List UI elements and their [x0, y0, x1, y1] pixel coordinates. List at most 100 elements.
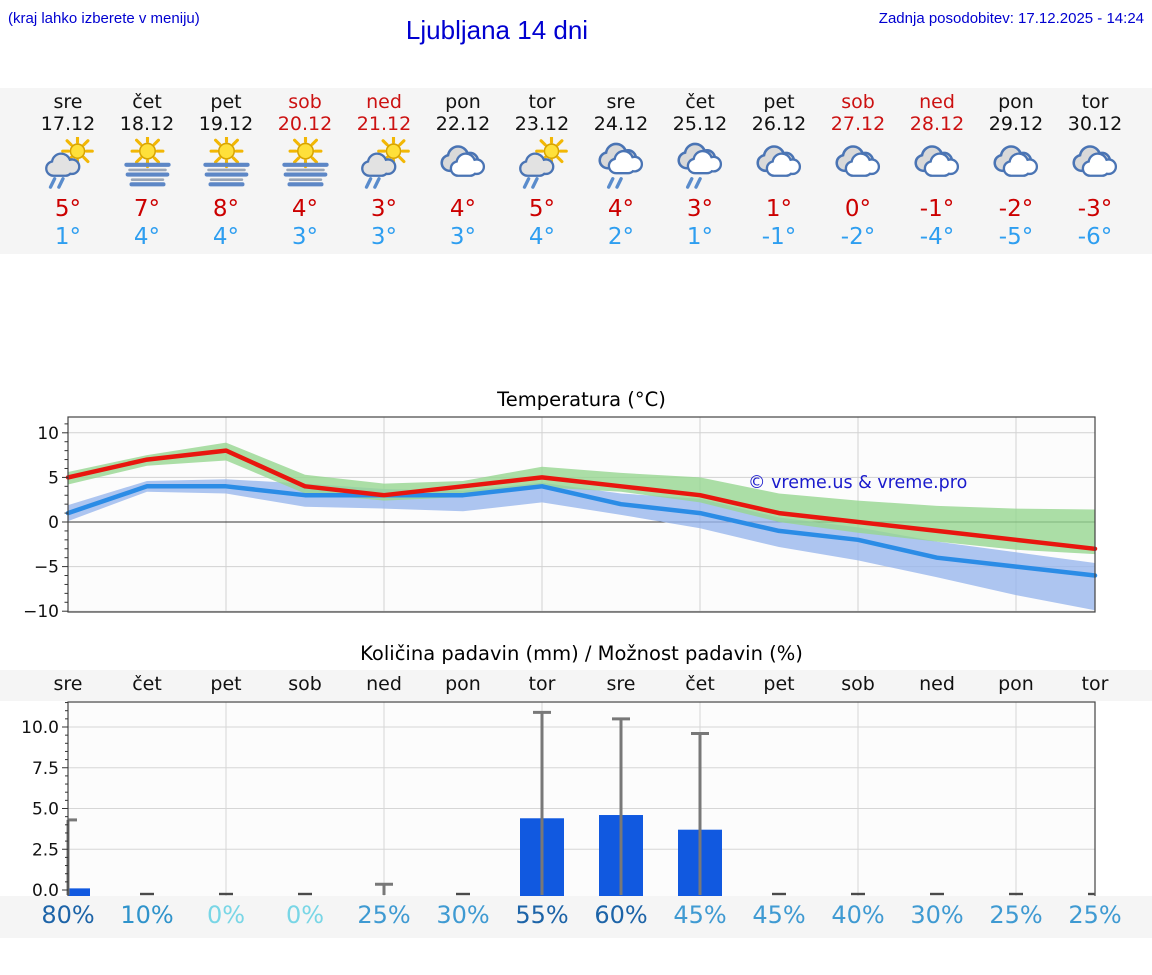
high-temp: 1° [765, 196, 793, 222]
sun [288, 134, 322, 169]
day-date: 20.12 [277, 113, 333, 135]
precip-day-label: pon [998, 673, 1034, 695]
high-temp: 4° [449, 196, 477, 222]
forecast-day: tor 23.12 5° 4° [503, 91, 582, 251]
day-name: čet [685, 91, 715, 113]
cloudy-icon [439, 145, 485, 177]
precipitation-chart: 10.0 7.5 5.0 2.5 0.0 [21, 701, 1096, 900]
high-temp: 5° [54, 196, 82, 222]
low-temp: -5° [998, 224, 1034, 250]
high-temp: 7° [133, 196, 161, 222]
svg-text:10: 10 [37, 424, 59, 444]
precip-day-label: čet [685, 673, 715, 695]
forecast-day: čet 25.12 3° 1° [661, 91, 740, 251]
high-temp: 8° [212, 196, 240, 222]
temperature-chart-title: Temperatura (°C) [497, 388, 666, 411]
forecast-day: ned 28.12 -1° -4° [898, 91, 977, 251]
day-name: ned [366, 91, 402, 113]
precip-day-label: sob [288, 673, 322, 695]
precip-day-label: tor [528, 673, 556, 695]
forecast-day: ned 21.12 3° 3° [345, 91, 424, 251]
day-date: 25.12 [672, 113, 728, 135]
weather-icon-wrap [661, 137, 740, 193]
forecast-day: sob 20.12 4° 3° [266, 91, 345, 251]
precip-probability-label: 55% [515, 901, 569, 929]
precip-day-label: ned [366, 673, 402, 695]
day-date: 30.12 [1067, 113, 1123, 135]
weather-icon-wrap [108, 134, 187, 193]
rain-streaks [364, 177, 381, 189]
svg-text:5: 5 [48, 468, 59, 488]
forecast-day: sre 24.12 4° 2° [582, 91, 661, 251]
precip-probability-label: 60% [594, 901, 648, 929]
day-name: ned [919, 91, 955, 113]
weather-icon-wrap [819, 137, 898, 193]
day-date: 24.12 [593, 113, 649, 135]
low-temp: 4° [133, 224, 161, 250]
precip-day-label: čet [132, 673, 162, 695]
day-date: 27.12 [830, 113, 886, 135]
precip-probability-label: 0% [285, 901, 325, 929]
forecast-day: pet 19.12 8° 4° [187, 91, 266, 251]
precip-probability-label: 25% [989, 901, 1043, 929]
high-temp: 0° [844, 196, 872, 222]
cloudy-icon [992, 145, 1038, 177]
low-temp: -2° [840, 224, 876, 250]
svg-text:7.5: 7.5 [32, 759, 59, 779]
precip-day-label: sob [841, 673, 875, 695]
fog-lines [202, 162, 250, 187]
high-temp: 4° [291, 196, 319, 222]
precip-probability-label: 80% [41, 901, 95, 929]
low-temp: 4° [212, 224, 240, 250]
rain-streaks [685, 177, 702, 189]
low-temp: -4° [919, 224, 955, 250]
max_temp-band [68, 442, 1095, 555]
weather-icon-wrap [29, 134, 108, 193]
sun [209, 134, 243, 169]
svg-text:−10: −10 [23, 602, 59, 622]
sun [376, 134, 410, 168]
precip-probability-label: 25% [357, 901, 411, 929]
weather-icon-wrap [187, 134, 266, 193]
low-temp: 1° [54, 224, 82, 250]
day-name: pet [210, 91, 242, 113]
rain-streaks [606, 177, 623, 189]
high-temp: 3° [686, 196, 714, 222]
fog-lines [281, 162, 329, 187]
precip-day-label: pon [445, 673, 481, 695]
precip-probability-label: 30% [910, 901, 964, 929]
menu-hint-text: (kraj lahko izberete v meniju) [8, 10, 200, 27]
day-date: 22.12 [435, 113, 491, 135]
cloudy-icon [1071, 145, 1117, 177]
cloudy-icon [755, 145, 801, 177]
sun-fog-icon [281, 134, 329, 187]
day-name: sob [841, 91, 875, 113]
high-temp: -2° [998, 196, 1034, 222]
precip-probability-label: 0% [206, 901, 246, 929]
high-temp: -3° [1077, 196, 1113, 222]
weather-icon-wrap [582, 137, 661, 193]
min_temp-line [65, 484, 1098, 578]
day-name: pon [445, 91, 481, 113]
day-date: 19.12 [198, 113, 254, 135]
day-name: pet [763, 91, 795, 113]
precip-day-label: sre [53, 673, 83, 695]
day-name: čet [132, 91, 162, 113]
low-temp: 2° [607, 224, 635, 250]
precip-probability-label: 10% [120, 901, 174, 929]
day-name: tor [1081, 91, 1109, 113]
forecast-day: pet 26.12 1° -1° [740, 91, 819, 251]
day-date: 23.12 [514, 113, 570, 135]
forecast-day: pon 22.12 4° 3° [424, 91, 503, 251]
svg-text:−5: −5 [34, 558, 59, 578]
forecast-day: čet 18.12 7° 4° [108, 91, 187, 251]
precip-probability-label: 45% [752, 901, 806, 929]
sun-rain-cloud-icon [360, 134, 410, 189]
day-name: pon [998, 91, 1034, 113]
precip-probability-label: 30% [436, 901, 490, 929]
high-temp: 4° [607, 196, 635, 222]
weather-icon-wrap [740, 137, 819, 193]
cloudy-icon [834, 145, 880, 177]
weather-icon-wrap [424, 137, 503, 193]
